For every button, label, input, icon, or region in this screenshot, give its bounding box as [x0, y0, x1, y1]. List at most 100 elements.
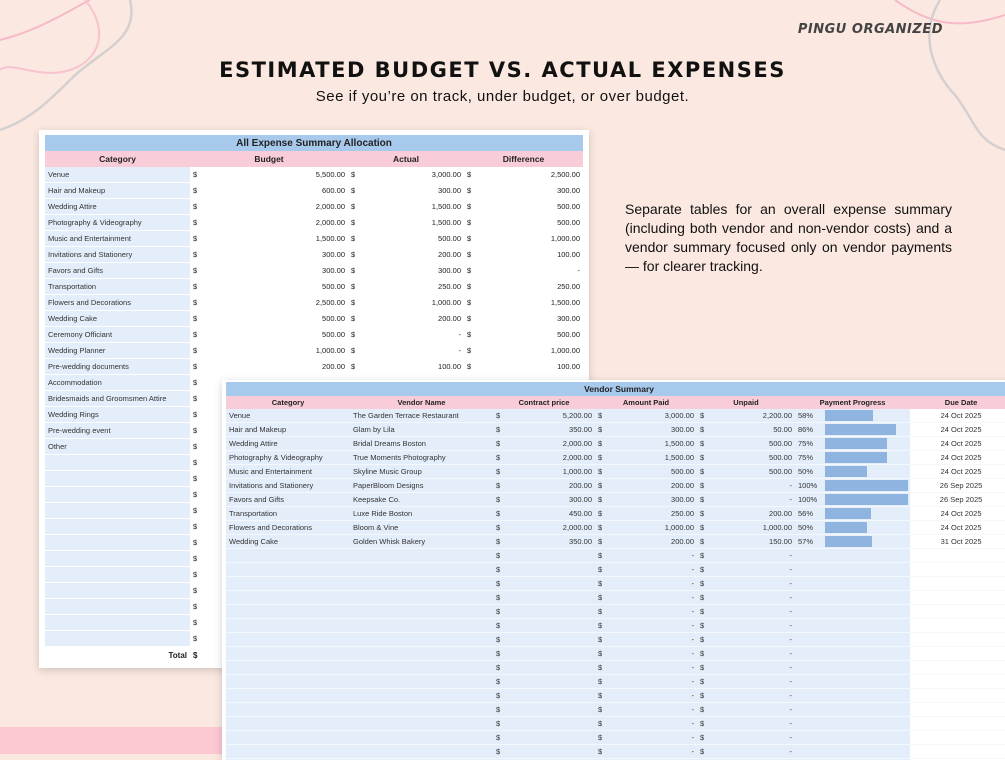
unpaid-cell[interactable]: - [709, 605, 795, 619]
currency-cell[interactable]: $ [595, 451, 607, 465]
vendor-category-cell[interactable] [226, 661, 350, 675]
currency-cell[interactable]: $ [348, 359, 361, 375]
progress-bar-cell[interactable] [823, 731, 910, 745]
due-date-cell[interactable] [910, 549, 1005, 563]
actual-cell[interactable]: 200.00 [361, 311, 464, 327]
currency-cell[interactable]: $ [190, 535, 203, 551]
currency-cell[interactable]: $ [493, 619, 505, 633]
currency-cell[interactable]: $ [464, 263, 477, 279]
currency-cell[interactable]: $ [595, 423, 607, 437]
currency-cell[interactable]: $ [697, 549, 709, 563]
unpaid-cell[interactable]: - [709, 633, 795, 647]
contract-price-cell[interactable] [505, 703, 595, 717]
progress-bar-cell[interactable] [823, 703, 910, 717]
progress-bar-cell[interactable] [823, 437, 910, 451]
difference-cell[interactable]: - [477, 263, 583, 279]
expense-category-cell[interactable]: Music and Entertainment [45, 231, 190, 247]
budget-cell[interactable]: 500.00 [203, 279, 348, 295]
currency-cell[interactable]: $ [190, 263, 203, 279]
vendor-name-cell[interactable]: Keepsake Co. [350, 493, 493, 507]
currency-cell[interactable]: $ [697, 633, 709, 647]
currency-cell[interactable]: $ [348, 183, 361, 199]
budget-cell[interactable]: 1,500.00 [203, 231, 348, 247]
expense-category-cell[interactable]: Favors and Gifts [45, 263, 190, 279]
amount-paid-cell[interactable]: - [607, 647, 697, 661]
amount-paid-cell[interactable]: - [607, 591, 697, 605]
vendor-name-cell[interactable] [350, 577, 493, 591]
vendor-name-cell[interactable]: Bloom & Vine [350, 521, 493, 535]
progress-percent-cell[interactable] [795, 619, 823, 633]
vendor-category-cell[interactable] [226, 619, 350, 633]
currency-cell[interactable]: $ [190, 631, 203, 647]
currency-cell[interactable]: $ [348, 199, 361, 215]
contract-price-cell[interactable] [505, 619, 595, 633]
currency-cell[interactable]: $ [464, 359, 477, 375]
actual-cell[interactable]: 250.00 [361, 279, 464, 295]
contract-price-cell[interactable] [505, 731, 595, 745]
total-label[interactable]: Total [45, 647, 190, 664]
amount-paid-cell[interactable]: 1,500.00 [607, 451, 697, 465]
budget-cell[interactable]: 500.00 [203, 311, 348, 327]
currency-cell[interactable]: $ [190, 375, 203, 391]
currency-cell[interactable]: $ [697, 493, 709, 507]
progress-bar-cell[interactable] [823, 465, 910, 479]
amount-paid-cell[interactable]: 3,000.00 [607, 409, 697, 423]
unpaid-cell[interactable]: - [709, 619, 795, 633]
difference-cell[interactable]: 250.00 [477, 279, 583, 295]
amount-paid-cell[interactable]: - [607, 619, 697, 633]
currency-cell[interactable]: $ [697, 563, 709, 577]
progress-bar-cell[interactable] [823, 633, 910, 647]
currency-cell[interactable]: $ [190, 439, 203, 455]
actual-cell[interactable]: - [361, 327, 464, 343]
amount-paid-cell[interactable]: - [607, 703, 697, 717]
difference-cell[interactable]: 300.00 [477, 183, 583, 199]
currency-cell[interactable]: $ [190, 215, 203, 231]
expense-category-cell[interactable] [45, 519, 190, 535]
due-date-cell[interactable] [910, 731, 1005, 745]
budget-cell[interactable]: 300.00 [203, 263, 348, 279]
progress-bar-cell[interactable] [823, 661, 910, 675]
progress-percent-cell[interactable]: 57% [795, 535, 823, 549]
currency-cell[interactable]: $ [348, 167, 361, 183]
progress-percent-cell[interactable] [795, 577, 823, 591]
currency-cell[interactable]: $ [697, 577, 709, 591]
vendor-name-cell[interactable] [350, 605, 493, 619]
currency-cell[interactable]: $ [493, 451, 505, 465]
currency-cell[interactable]: $ [595, 535, 607, 549]
currency-cell[interactable]: $ [190, 615, 203, 631]
due-date-cell[interactable]: 24 Oct 2025 [910, 465, 1005, 479]
currency-cell[interactable]: $ [595, 647, 607, 661]
difference-cell[interactable]: 1,000.00 [477, 231, 583, 247]
expense-category-cell[interactable]: Invitations and Stationery [45, 247, 190, 263]
due-date-cell[interactable] [910, 717, 1005, 731]
currency-cell[interactable]: $ [493, 745, 505, 759]
unpaid-cell[interactable]: - [709, 591, 795, 605]
vendor-name-cell[interactable]: Skyline Music Group [350, 465, 493, 479]
currency-cell[interactable]: $ [190, 471, 203, 487]
expense-category-cell[interactable]: Accommodation [45, 375, 190, 391]
currency-cell[interactable]: $ [493, 633, 505, 647]
currency-cell[interactable]: $ [493, 535, 505, 549]
unpaid-cell[interactable]: 50.00 [709, 423, 795, 437]
budget-cell[interactable]: 2,500.00 [203, 295, 348, 311]
contract-price-cell[interactable]: 450.00 [505, 507, 595, 521]
due-date-cell[interactable] [910, 563, 1005, 577]
expense-category-cell[interactable] [45, 503, 190, 519]
actual-cell[interactable]: 500.00 [361, 231, 464, 247]
progress-percent-cell[interactable] [795, 605, 823, 619]
unpaid-cell[interactable]: - [709, 661, 795, 675]
actual-cell[interactable]: 1,000.00 [361, 295, 464, 311]
vendor-category-cell[interactable] [226, 717, 350, 731]
contract-price-cell[interactable]: 5,200.00 [505, 409, 595, 423]
currency-cell[interactable]: $ [697, 437, 709, 451]
expense-category-cell[interactable]: Wedding Attire [45, 199, 190, 215]
currency-cell[interactable]: $ [190, 391, 203, 407]
currency-cell[interactable]: $ [190, 567, 203, 583]
amount-paid-cell[interactable]: 200.00 [607, 535, 697, 549]
currency-cell[interactable]: $ [595, 605, 607, 619]
contract-price-cell[interactable] [505, 647, 595, 661]
progress-percent-cell[interactable]: 50% [795, 465, 823, 479]
vendor-name-cell[interactable]: Bridal Dreams Boston [350, 437, 493, 451]
amount-paid-cell[interactable]: 1,500.00 [607, 437, 697, 451]
budget-cell[interactable]: 1,000.00 [203, 343, 348, 359]
